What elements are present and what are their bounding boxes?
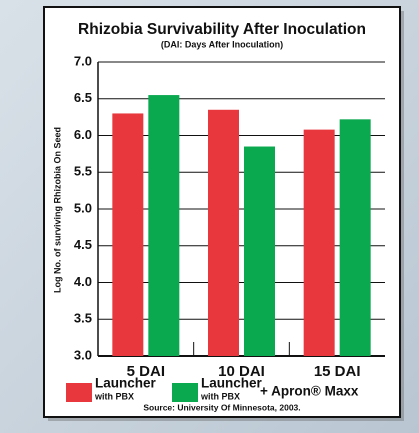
bar (208, 109, 239, 357)
bar (339, 119, 371, 356)
y-tick-label: 5.0 (74, 200, 92, 215)
chart-title: Rhizobia Survivability After Inoculation (78, 21, 366, 38)
legend-extra: + Apron® Maxx (260, 384, 359, 399)
x-tick-label: 5 DAI (127, 363, 165, 380)
y-tick-label: 5.5 (74, 164, 92, 179)
y-tick-label: 3.5 (74, 311, 92, 326)
bar (112, 113, 144, 356)
legend-swatch (66, 383, 92, 402)
legend-main: Launcher (95, 376, 157, 391)
legend-sub: with PBX (94, 391, 134, 401)
x-tick-label: 10 DAI (218, 363, 265, 380)
legend-swatch (172, 383, 198, 402)
legend-sub: with PBX (200, 391, 240, 401)
legend-main: Launcher (201, 376, 263, 391)
y-axis-label: Log No. of surviving Rhizobia On Seed (52, 127, 62, 293)
y-tick-label: 3.0 (74, 347, 92, 362)
x-tick-label: 15 DAI (314, 363, 361, 380)
chart-subtitle: (DAI: Days After Inoculation) (161, 39, 283, 49)
y-tick-label: 7.0 (74, 53, 92, 68)
bar (244, 146, 275, 356)
bar (148, 95, 180, 356)
y-tick-label: 6.5 (74, 90, 92, 105)
source: Source: University Of Minnesota, 2003. (143, 402, 300, 412)
y-tick-label: 4.5 (74, 237, 92, 252)
bar (303, 129, 335, 356)
y-tick-label: 4.0 (74, 274, 92, 289)
y-tick-label: 6.0 (74, 127, 92, 142)
